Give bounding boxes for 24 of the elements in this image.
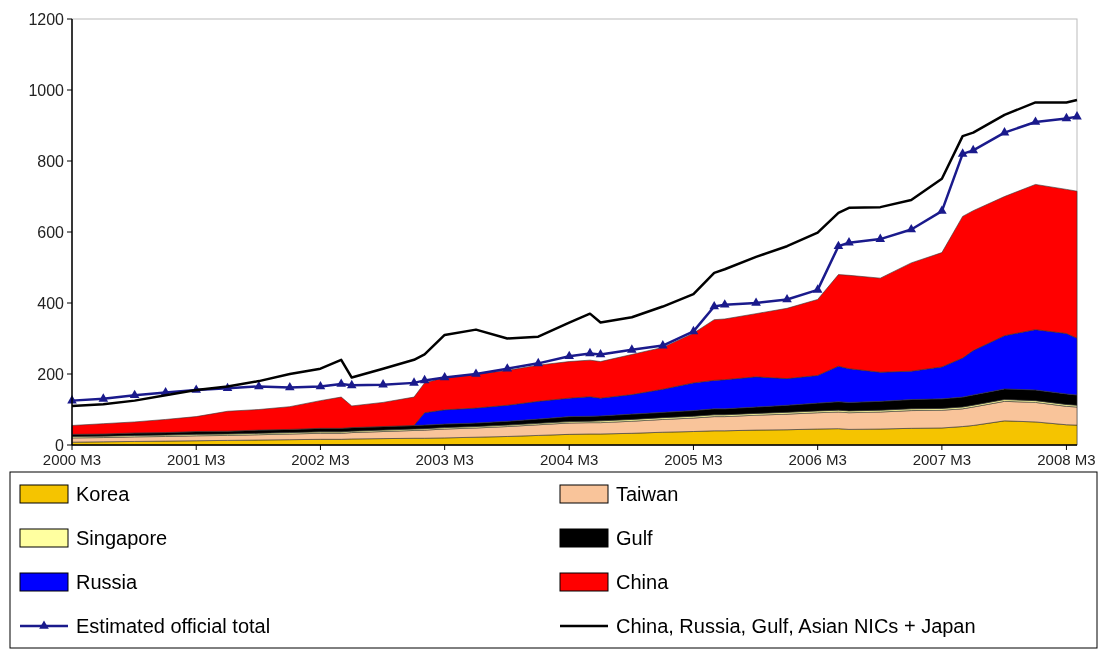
x-tick-label: 2004 M3	[540, 451, 599, 468]
x-tick-label: 2001 M3	[167, 451, 226, 468]
x-tick-label: 2008 M3	[1037, 451, 1096, 468]
y-tick-label: 1000	[28, 81, 65, 99]
y-tick-label: 800	[37, 152, 65, 170]
legend-label: China	[616, 571, 670, 593]
y-tick-label: 1200	[28, 10, 65, 28]
legend-label: Russia	[76, 571, 139, 593]
x-tick-label: 2000 M3	[42, 451, 102, 468]
y-tick-label: 600	[37, 223, 65, 241]
x-tick-label: 2002 M3	[291, 451, 350, 468]
x-tick-label: 2003 M3	[415, 451, 474, 468]
x-tick-label: 2007 M3	[912, 451, 972, 468]
y-tick-label: 0	[55, 436, 65, 454]
y-tick-label: 400	[37, 294, 65, 312]
y-tick-label: 200	[37, 365, 65, 383]
x-tick-label: 2006 M3	[788, 451, 847, 468]
x-tick-label: 2005 M3	[664, 451, 723, 468]
legend-label: Estimated official total	[76, 615, 271, 637]
legend-label: Singapore	[76, 527, 168, 549]
legend-label: Korea	[76, 483, 131, 505]
legend-label: Gulf	[616, 527, 654, 549]
legend-label: China, Russia, Gulf, Asian NICs + Japan	[616, 615, 976, 637]
legend-label: Taiwan	[616, 483, 679, 505]
